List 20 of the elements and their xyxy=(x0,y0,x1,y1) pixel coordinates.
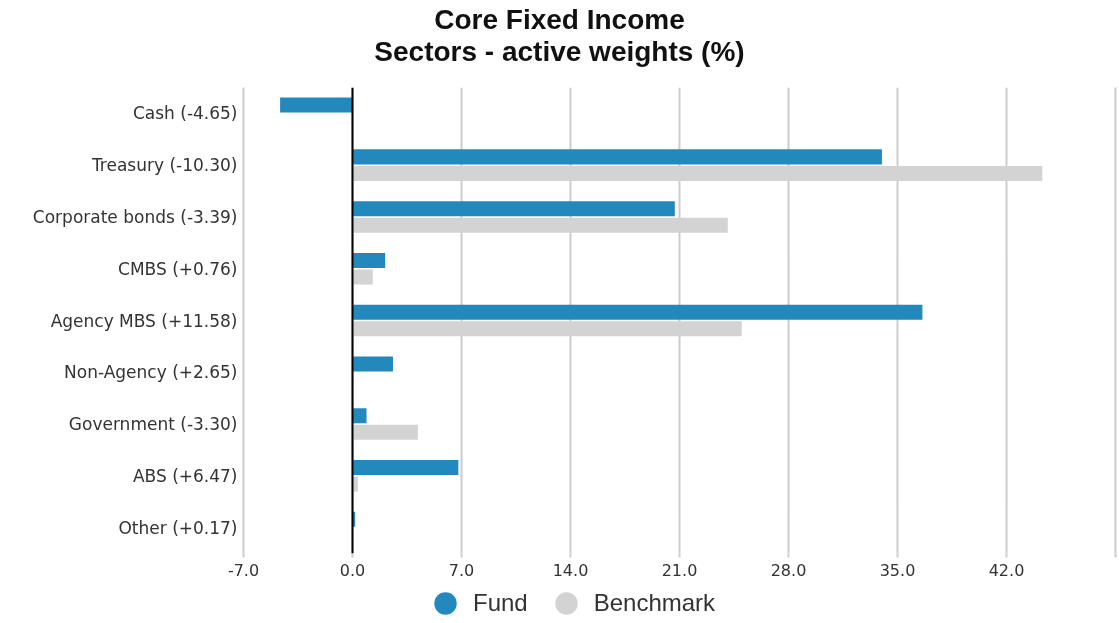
legend-label: Benchmark xyxy=(593,589,716,617)
chart-title: Core Fixed Income Sectors - active weights (%) xyxy=(374,4,745,68)
x-tick-label: 21.0 xyxy=(661,560,698,580)
y-tick-label: Agency MBS (+11.58) xyxy=(50,310,238,331)
x-tick-label: -7.0 xyxy=(227,560,260,580)
y-tick-label: Other (+0.17) xyxy=(118,517,238,538)
x-tick-label: 42.0 xyxy=(988,560,1025,580)
y-tick-label: Government (-3.30) xyxy=(68,414,238,435)
y-tick-label: ABS (+6.47) xyxy=(132,465,238,486)
y-tick-label: Corporate bonds (-3.39) xyxy=(32,206,238,227)
x-tick-label: 14.0 xyxy=(552,560,589,580)
y-tick-label: Non-Agency (+2.65) xyxy=(64,362,238,383)
y-tick-label: Cash (-4.65) xyxy=(132,103,238,124)
x-tick-label: 0.0 xyxy=(339,560,366,580)
legend-label: Fund xyxy=(473,589,528,617)
x-tick-label: 35.0 xyxy=(879,560,916,580)
x-tick-label: 28.0 xyxy=(770,560,807,580)
y-tick-label: Treasury (-10.30) xyxy=(90,155,238,176)
y-tick-label: CMBS (+0.76) xyxy=(118,258,238,279)
x-tick-label: 7.0 xyxy=(448,560,475,580)
